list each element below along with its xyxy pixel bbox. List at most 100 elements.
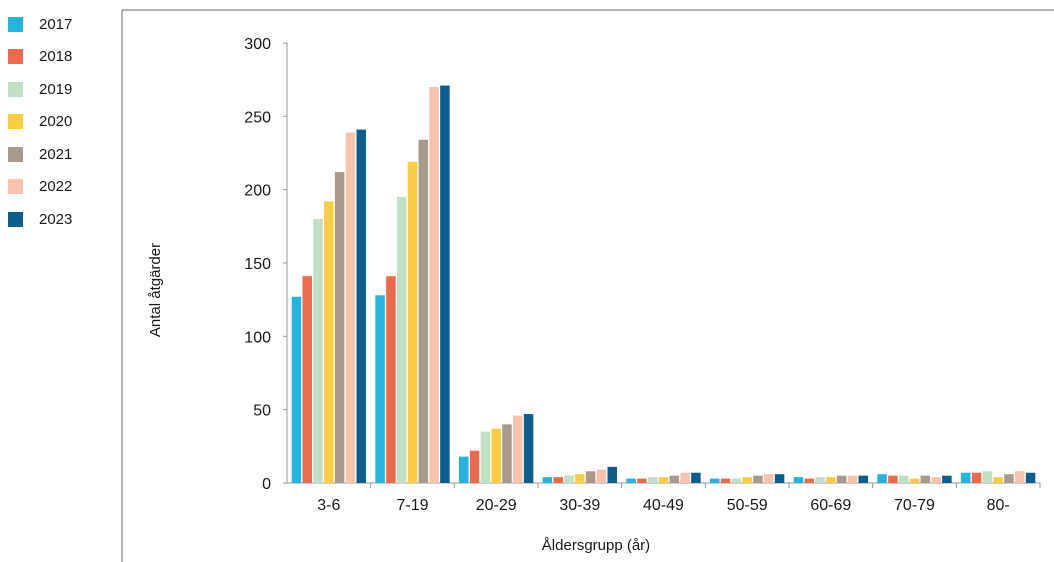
x-tick-label: 30-39: [559, 497, 600, 514]
bar-2017-50-59: [710, 478, 720, 483]
legend-item-2017: 2017: [8, 8, 72, 41]
bar-2017-7-19: [375, 295, 385, 483]
legend-swatch: [8, 49, 23, 65]
bar-2019-20-29: [480, 431, 491, 483]
legend-item-2022: 2022: [8, 171, 72, 204]
bar-2019-70-79: [898, 475, 909, 483]
x-tick-label: 80-: [987, 497, 1010, 514]
legend-item-2023: 2023: [8, 203, 72, 236]
bar-2019-60-69: [815, 477, 825, 483]
bar-2018-60-69: [804, 478, 814, 483]
bar-2021-70-79: [920, 475, 931, 483]
bar-2017-60-69: [793, 477, 804, 483]
legend-swatch: [8, 16, 23, 32]
bar-2023-80-: [1025, 472, 1036, 483]
bar-2020-50-59: [742, 477, 752, 483]
bar-2023-20-29: [523, 414, 534, 483]
legend-swatch: [8, 211, 23, 227]
x-tick-label: 60-69: [810, 497, 851, 514]
bar-2022-30-39: [596, 469, 607, 483]
y-tick-label: 0: [262, 476, 271, 493]
bar-2021-20-29: [502, 424, 512, 483]
bar-2022-40-49: [680, 472, 690, 483]
bar-2022-7-19: [429, 87, 439, 483]
bar-2021-40-49: [669, 475, 680, 483]
bar-2022-3-6: [345, 132, 356, 483]
bar-2019-30-39: [564, 475, 574, 483]
bar-2020-60-69: [826, 477, 836, 483]
legend-label: 2018: [39, 48, 73, 66]
x-axis-title: Åldersgrupp (år): [542, 537, 650, 554]
bar-2021-60-69: [836, 475, 847, 483]
bar-2020-3-6: [324, 201, 334, 483]
bar-2023-30-39: [607, 466, 617, 483]
bar-2017-70-79: [877, 474, 887, 483]
bar-2022-70-79: [931, 477, 941, 483]
legend-label: 2021: [39, 145, 73, 163]
y-axis-title: Antal åtgärder: [147, 243, 164, 337]
legend-item-2020: 2020: [8, 106, 72, 139]
y-tick-label: 200: [244, 183, 271, 200]
bar-2023-70-79: [942, 475, 952, 483]
bar-2018-7-19: [386, 276, 396, 483]
x-tick-label: 40-49: [643, 497, 684, 514]
legend-swatch: [8, 179, 23, 195]
bar-2023-3-6: [356, 129, 366, 484]
bar-2021-80-: [1004, 474, 1014, 483]
bar-2020-30-39: [575, 474, 585, 483]
bar-2022-20-29: [513, 415, 523, 483]
bar-2021-3-6: [334, 172, 345, 484]
bar-2022-60-69: [847, 475, 858, 483]
bar-2018-20-29: [469, 450, 480, 483]
y-tick-label: 150: [244, 256, 271, 273]
x-tick-label: 3-6: [317, 497, 340, 514]
bar-2018-30-39: [553, 477, 563, 483]
bar-2019-50-59: [731, 478, 742, 483]
legend-item-2019: 2019: [8, 73, 72, 106]
legend-label: 2019: [39, 80, 73, 98]
bar-2023-7-19: [440, 85, 450, 484]
bar-2018-80-: [971, 472, 982, 483]
legend-label: 2020: [39, 113, 73, 131]
bar-2021-7-19: [418, 139, 429, 484]
legend-item-2021: 2021: [8, 138, 72, 171]
y-tick-label: 300: [244, 36, 271, 53]
bar-2017-20-29: [459, 456, 469, 483]
legend: 2017 2018 2019 2020 2021 2022 2023: [8, 8, 72, 236]
bar-2023-40-49: [691, 472, 701, 483]
bar-2019-80-: [982, 471, 993, 483]
y-tick-label: 50: [253, 403, 271, 420]
bar-2019-40-49: [647, 477, 658, 483]
bar-2019-3-6: [313, 219, 323, 483]
bar-2018-70-79: [888, 475, 898, 483]
legend-label: 2023: [39, 210, 73, 228]
bar-2022-80-: [1015, 471, 1025, 483]
bar-2023-50-59: [774, 474, 785, 483]
bar-2023-60-69: [858, 475, 868, 483]
bar-2020-7-19: [407, 161, 418, 484]
legend-label: 2017: [39, 15, 73, 33]
bar-2021-50-59: [753, 475, 763, 483]
bar-2018-50-59: [720, 478, 731, 483]
legend-swatch: [8, 114, 23, 130]
bar-2020-20-29: [491, 428, 501, 483]
bar-2020-80-: [993, 477, 1003, 483]
legend-item-2018: 2018: [8, 41, 72, 74]
bar-2021-30-39: [585, 471, 596, 483]
bar-2017-3-6: [291, 296, 302, 483]
x-tick-label: 70-79: [894, 497, 935, 514]
y-tick-label: 100: [244, 329, 271, 346]
x-tick-label: 50-59: [727, 497, 768, 514]
bar-2017-40-49: [626, 478, 636, 483]
bar-2020-40-49: [658, 477, 669, 483]
bar-2019-7-19: [396, 197, 407, 483]
bar-2022-50-59: [764, 474, 774, 483]
legend-swatch: [8, 81, 23, 97]
bar-2018-3-6: [302, 276, 312, 483]
x-tick-label: 7-19: [396, 497, 428, 514]
bar-2020-70-79: [909, 478, 920, 483]
y-tick-label: 250: [244, 109, 271, 126]
bar-2017-30-39: [542, 477, 553, 483]
bar-2018-40-49: [637, 478, 647, 483]
